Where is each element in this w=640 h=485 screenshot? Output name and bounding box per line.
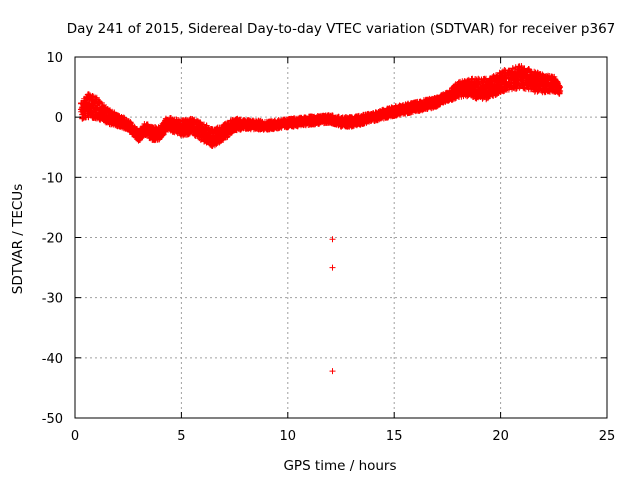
x-tick-label: 0 bbox=[71, 429, 79, 444]
y-tick-label: -40 bbox=[42, 352, 63, 367]
data-point bbox=[97, 99, 104, 105]
y-axis-title: SDTVAR / TECUs bbox=[10, 184, 26, 294]
data-layer bbox=[78, 63, 564, 375]
series-sdtvar-band bbox=[78, 63, 564, 149]
chart-title: Day 241 of 2015, Sidereal Day-to-day VTE… bbox=[67, 21, 616, 37]
x-tick-label: 5 bbox=[177, 429, 185, 444]
y-tick-label: 10 bbox=[46, 51, 63, 66]
x-tick-label: 20 bbox=[492, 429, 509, 444]
x-tick-label: 10 bbox=[280, 429, 297, 444]
x-axis-title: GPS time / hours bbox=[283, 458, 396, 474]
y-tick-label: -20 bbox=[42, 232, 63, 247]
x-tick-label: 25 bbox=[599, 429, 616, 444]
y-tick-label: 0 bbox=[55, 111, 63, 126]
y-tick-label: -50 bbox=[42, 412, 63, 427]
y-tick-label: -10 bbox=[42, 171, 63, 186]
x-tick-label: 15 bbox=[386, 429, 403, 444]
y-tick-label: -30 bbox=[42, 292, 63, 307]
